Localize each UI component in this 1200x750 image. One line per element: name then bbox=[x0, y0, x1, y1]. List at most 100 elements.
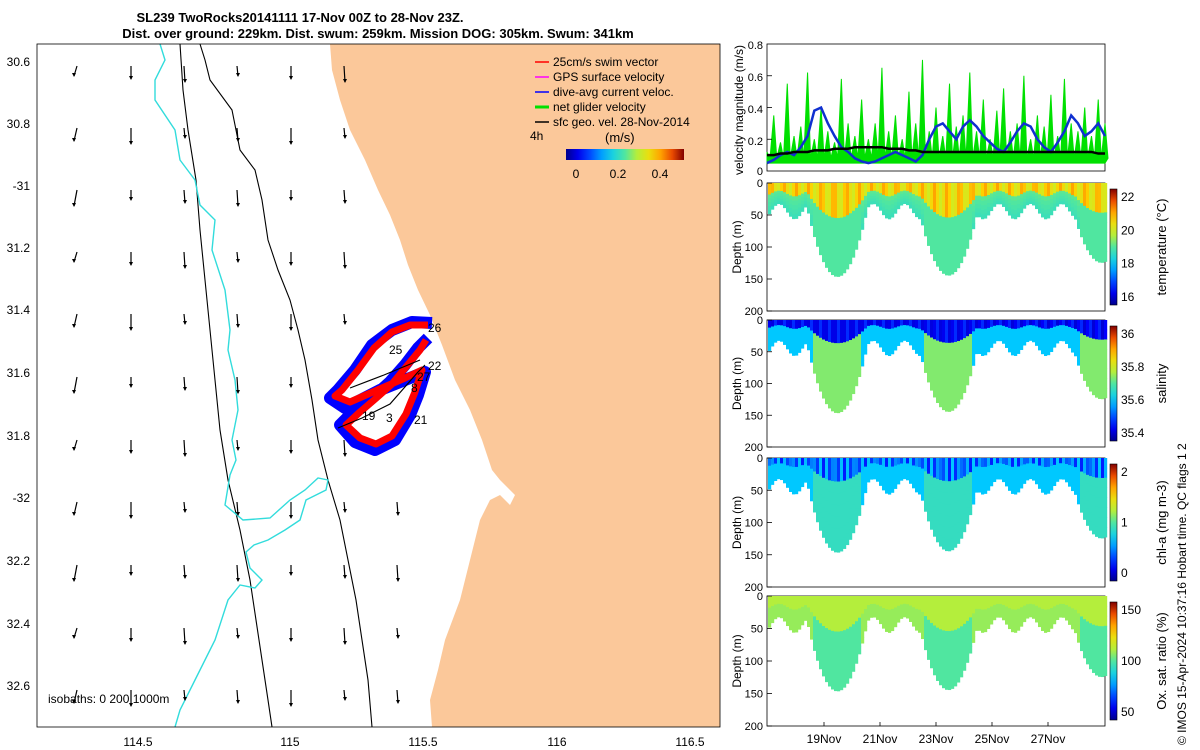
section-cell bbox=[840, 596, 844, 609]
section-cell bbox=[1098, 359, 1102, 370]
legend-label: sfc geo. vel. 28-Nov-2014 bbox=[553, 115, 690, 129]
section-cell bbox=[849, 233, 853, 245]
section-cell bbox=[840, 194, 844, 207]
section-cell bbox=[972, 200, 976, 207]
section-cell bbox=[1101, 596, 1105, 607]
section-cell bbox=[954, 320, 958, 332]
section-cell bbox=[831, 320, 835, 332]
section-cell bbox=[1041, 204, 1045, 209]
section-cell bbox=[798, 600, 802, 605]
section-cell bbox=[906, 201, 910, 206]
velocity-arrow bbox=[396, 627, 400, 639]
section-cell bbox=[1044, 187, 1048, 193]
section-cell bbox=[909, 195, 913, 200]
section-cell bbox=[855, 240, 859, 250]
section-cell bbox=[1056, 322, 1060, 327]
section-cell bbox=[1065, 185, 1069, 190]
section-cell bbox=[909, 615, 913, 619]
section-cell bbox=[933, 516, 937, 527]
section-cell bbox=[864, 191, 868, 197]
section-cell bbox=[1071, 608, 1075, 613]
section-cell bbox=[846, 479, 850, 491]
section-cell bbox=[987, 335, 991, 341]
section-cell bbox=[888, 187, 892, 193]
section-cell bbox=[1086, 191, 1090, 201]
section-cell bbox=[1008, 183, 1012, 188]
section-cell bbox=[1050, 612, 1054, 617]
section-cell bbox=[936, 638, 940, 650]
section-cell bbox=[885, 187, 889, 193]
section-cell bbox=[1104, 320, 1108, 331]
section-cell bbox=[1038, 190, 1042, 195]
section-cell bbox=[1029, 185, 1033, 189]
section-cell bbox=[807, 599, 811, 605]
section-cell bbox=[792, 614, 796, 620]
section-cell bbox=[840, 263, 844, 276]
section-cell bbox=[804, 614, 808, 618]
section-cell bbox=[813, 196, 817, 204]
section-cell bbox=[1011, 204, 1015, 210]
section-cell bbox=[1101, 212, 1105, 224]
section-cell bbox=[1020, 476, 1024, 481]
section-cell bbox=[792, 191, 796, 197]
section-cell bbox=[867, 188, 871, 193]
section-cell bbox=[1089, 605, 1093, 615]
section-cell bbox=[867, 334, 871, 339]
section-cell bbox=[1089, 200, 1093, 211]
section-cell bbox=[927, 458, 931, 467]
section-cell bbox=[969, 631, 973, 640]
section-cell bbox=[927, 374, 931, 383]
section-cell bbox=[951, 228, 955, 241]
section-cell bbox=[999, 458, 1003, 462]
section-cell bbox=[912, 614, 916, 620]
section-cell bbox=[948, 354, 952, 367]
section-cell bbox=[1026, 193, 1030, 198]
section-cell bbox=[1086, 377, 1090, 387]
section-cell bbox=[783, 326, 787, 330]
section-cell bbox=[963, 476, 967, 487]
section-cell bbox=[1005, 183, 1009, 187]
velocity-arrow bbox=[72, 127, 78, 142]
section-cell bbox=[951, 665, 955, 678]
section-cell bbox=[882, 604, 886, 609]
section-cell bbox=[1101, 242, 1105, 253]
section-cell bbox=[1083, 213, 1087, 222]
section-cell bbox=[975, 466, 979, 472]
section-cell bbox=[906, 193, 910, 198]
section-cell bbox=[906, 474, 910, 478]
section-cell bbox=[915, 328, 919, 334]
section-cell bbox=[825, 320, 829, 331]
section-cell bbox=[963, 522, 967, 533]
section-cell bbox=[987, 596, 991, 601]
section-cell bbox=[1053, 461, 1057, 466]
section-cell bbox=[1044, 627, 1048, 633]
section-cell bbox=[981, 623, 985, 629]
section-cell bbox=[942, 228, 946, 240]
section-cell bbox=[1035, 329, 1039, 334]
section-cell bbox=[951, 653, 955, 666]
section-cell bbox=[798, 466, 802, 471]
section-cell bbox=[948, 539, 952, 552]
section-cell bbox=[969, 320, 973, 328]
section-cell bbox=[1086, 500, 1090, 509]
section-cell bbox=[843, 205, 847, 218]
section-cell bbox=[1065, 596, 1069, 600]
section-cell bbox=[774, 610, 778, 614]
section-cell bbox=[936, 499, 940, 511]
section-cell bbox=[816, 343, 820, 352]
section-cell bbox=[975, 617, 979, 623]
section-cell bbox=[996, 476, 1000, 480]
section-cell bbox=[768, 339, 772, 344]
section-cell bbox=[828, 330, 832, 343]
section-cell bbox=[795, 324, 799, 330]
section-cell bbox=[1095, 358, 1099, 369]
section-cell bbox=[1014, 183, 1018, 188]
section-cell bbox=[849, 606, 853, 617]
section-cell bbox=[828, 663, 832, 676]
section-cell bbox=[948, 607, 952, 620]
section-cell bbox=[969, 361, 973, 370]
section-cell bbox=[924, 471, 928, 479]
section-cell bbox=[795, 627, 799, 633]
